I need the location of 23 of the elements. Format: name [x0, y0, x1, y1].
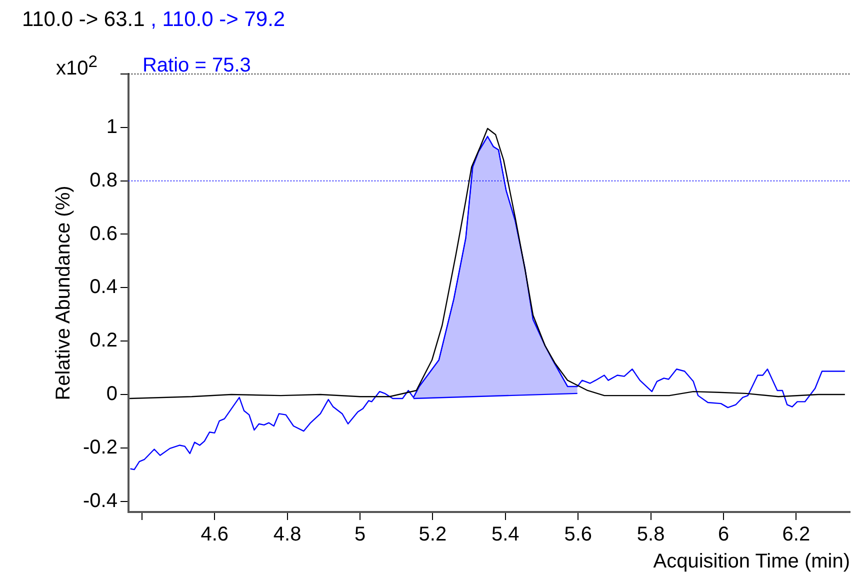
x-tick-label: 5 — [354, 524, 366, 546]
x-tick-label: 4.6 — [200, 524, 229, 546]
y-tick-label: 1 — [106, 116, 118, 138]
x-tick-label: 5.8 — [636, 524, 665, 546]
y-tick-label: 0.8 — [90, 169, 118, 192]
text: , 110.0 -> 79.2 — [150, 8, 286, 33]
text: 110.0 -> 63.1 — [22, 8, 146, 33]
y-tick-label: 0.2 — [90, 330, 118, 352]
y-axis-title: Relative Abundance (%) — [52, 186, 75, 400]
x-tick-label: 6.2 — [782, 524, 810, 546]
x-axis-title: Acquisition Time (min) — [653, 550, 850, 573]
annotation: Ratio = 75.3 — [142, 54, 251, 77]
x-tick-label: 5.6 — [564, 524, 592, 546]
y-tick-label: -0.4 — [82, 490, 118, 512]
x-tick-label: 4.8 — [273, 524, 302, 546]
y-tick-label: -0.2 — [82, 436, 118, 458]
x-tick-label: 5.4 — [492, 524, 520, 546]
y-tick-label: 0.6 — [90, 222, 118, 245]
x-tick-label: 6 — [718, 524, 730, 546]
y-tick-label: 0 — [106, 383, 118, 406]
text: x10$^{2}$ — [56, 52, 98, 81]
x-tick-label: 5.2 — [418, 524, 447, 546]
y-tick-label: 0.4 — [90, 276, 118, 298]
